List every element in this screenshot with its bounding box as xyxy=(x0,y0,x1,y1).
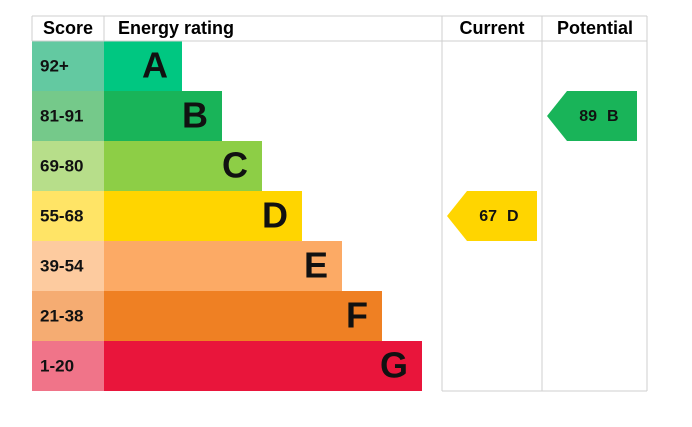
score-cell xyxy=(32,141,104,191)
rating-bar xyxy=(104,241,342,291)
rating-bar xyxy=(104,191,302,241)
rating-bar xyxy=(104,41,182,91)
current-indicator: 67 D xyxy=(447,191,537,241)
rating-bar xyxy=(104,291,382,341)
potential-value: 89 xyxy=(579,108,597,125)
score-cell xyxy=(32,341,104,391)
potential-rating: B xyxy=(607,108,619,125)
score-cell xyxy=(32,41,104,91)
score-label: 81-91 xyxy=(40,106,83,125)
score-cell xyxy=(32,241,104,291)
score-label: 69-80 xyxy=(40,156,83,175)
rating-letter: A xyxy=(142,45,168,86)
rating-bar xyxy=(104,91,222,141)
score-label: 1-20 xyxy=(40,356,74,375)
potential-indicator: 89 B xyxy=(547,91,637,141)
score-header: Score xyxy=(43,18,93,38)
rating-letter: E xyxy=(304,245,328,286)
energy-rating-header: Energy rating xyxy=(118,18,234,38)
current-value: 67 xyxy=(479,208,497,225)
score-label: 21-38 xyxy=(40,306,83,325)
rating-letter: D xyxy=(262,195,288,236)
rating-letter: C xyxy=(222,145,248,186)
current-header: Current xyxy=(459,18,524,38)
rating-letter: F xyxy=(346,295,368,336)
rating-bar xyxy=(104,141,262,191)
score-cell xyxy=(32,291,104,341)
score-label: 92+ xyxy=(40,56,69,75)
score-label: 39-54 xyxy=(40,256,84,275)
rating-bar xyxy=(104,341,422,391)
rating-letter: G xyxy=(380,345,408,386)
score-cell xyxy=(32,191,104,241)
arrow xyxy=(447,191,537,241)
current-rating: D xyxy=(507,208,519,225)
rating-letter: B xyxy=(182,95,208,136)
potential-header: Potential xyxy=(557,18,633,38)
arrow xyxy=(547,91,637,141)
score-cell xyxy=(32,91,104,141)
score-label: 55-68 xyxy=(40,206,83,225)
